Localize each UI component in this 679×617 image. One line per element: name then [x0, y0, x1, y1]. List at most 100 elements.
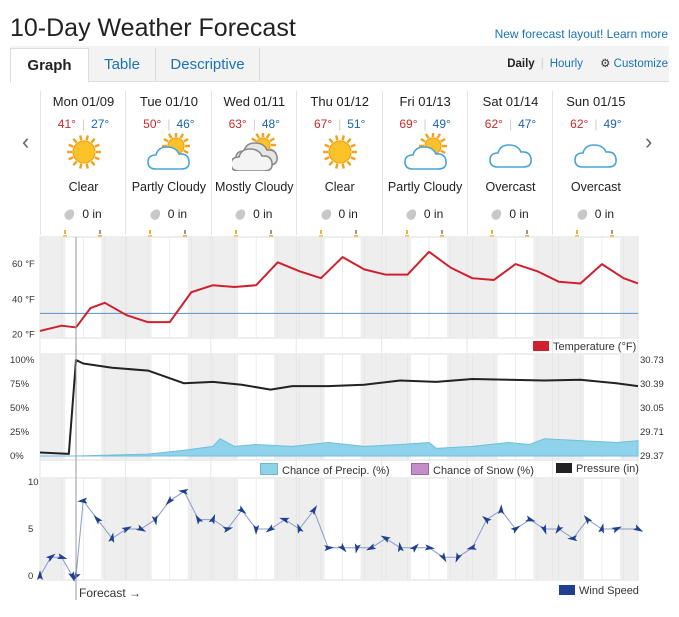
day-precip: 0 in [383, 207, 468, 222]
wind-direction-arrow [567, 535, 578, 542]
day-condition: Clear [68, 180, 99, 194]
daily-mode[interactable]: Daily [507, 58, 535, 70]
temp-tick-label: 20 °F [12, 329, 35, 340]
wind-direction-arrow [72, 571, 81, 582]
wind-direction-arrow [525, 515, 536, 522]
wind-direction-arrow [424, 544, 436, 551]
wind-direction-arrow [365, 543, 377, 551]
pressure-tick-label: 29.37 [640, 451, 664, 462]
wind-direction-arrow [482, 515, 492, 525]
day-column[interactable]: Thu 01/12 67° | 51° Clear 0 in [296, 91, 382, 238]
wind-direction-arrow [195, 514, 204, 525]
prev-arrow-icon[interactable]: ‹ [22, 129, 30, 154]
new-layout-link[interactable]: New forecast layout! Learn more [494, 27, 668, 41]
legend-pressure: Pressure (in) [556, 463, 639, 475]
high-temp: 62° [484, 117, 503, 131]
low-temp: 46° [176, 117, 195, 131]
day-precip: 0 in [126, 207, 211, 222]
wind-direction-arrow [633, 524, 644, 532]
wind-direction-arrow [380, 535, 391, 543]
wind-direction-arrow [297, 523, 304, 534]
hourly-mode[interactable]: Hourly [549, 58, 583, 70]
day-temps: 69° | 49° [399, 117, 451, 131]
low-temp: 47° [518, 117, 537, 131]
wind-direction-arrow [611, 526, 622, 534]
night-band [40, 354, 66, 460]
wind-direction-arrow [236, 505, 247, 514]
precip-area [40, 438, 639, 457]
temp-tick-label: 60 °F [12, 259, 35, 270]
tab-graph[interactable]: Graph [10, 48, 89, 83]
pressure-tick-label: 30.39 [640, 379, 664, 390]
low-temp: 49° [603, 117, 622, 131]
precip-tick-label: 75% [10, 379, 30, 390]
partly-cloudy-icon [147, 133, 191, 170]
legend-precip: Chance of Precip. (%) [260, 463, 390, 477]
precip-tick-label: 50% [10, 403, 30, 414]
high-temp: 62° [570, 117, 589, 131]
wind-direction-arrow [555, 524, 564, 534]
day-date: Sun 01/15 [566, 94, 626, 109]
precip-amount: 0 in [594, 207, 615, 221]
cloud-icon [489, 144, 532, 168]
day-temps: 67° | 51° [313, 117, 366, 131]
day-date: Wed 01/11 [223, 94, 286, 109]
wind-direction-arrow [598, 523, 604, 534]
day-temps: 62° | 47° [484, 117, 537, 131]
legend-wind: Wind Speed [559, 585, 639, 597]
day-temps: 41° | 27° [57, 117, 110, 131]
sun-icon [67, 135, 101, 169]
high-temp: 63° [228, 117, 247, 131]
day-column[interactable]: Sun 01/15 62° | 49° Overcast 0 in [552, 91, 638, 238]
day-condition: Partly Cloudy [131, 180, 207, 194]
high-temp: 69° [399, 117, 418, 131]
wind-direction-arrow [510, 525, 521, 534]
temp-tick-label: 40 °F [12, 294, 35, 305]
next-arrow-icon[interactable]: › [645, 129, 653, 154]
low-temp: 49° [432, 117, 451, 131]
forecast-marker-label: Forecast → [79, 586, 142, 600]
temperature-line [39, 250, 639, 332]
wind-direction-arrow [354, 543, 361, 554]
day-column[interactable]: Fri 01/13 69° | 49° Partly Cloudy 0 in [381, 91, 468, 238]
day-column[interactable]: Tue 01/10 50° | 46° Partly Cloudy 0 in [125, 91, 211, 238]
low-temp: 51° [347, 117, 366, 131]
precip-amount: 0 in [82, 207, 102, 221]
day-column[interactable]: Sat 01/14 62° | 47° Overcast 0 in [467, 91, 553, 238]
night-band [619, 354, 638, 460]
gear-icon[interactable]: ⚙ [600, 58, 611, 70]
customize-link[interactable]: Customize [613, 58, 668, 70]
day-temps: 50° | 46° [143, 117, 195, 131]
wind-direction-arrow [222, 527, 234, 533]
wind-direction-arrow [151, 515, 158, 526]
wind-tick-label: 10 [28, 477, 39, 488]
night-band [619, 237, 638, 338]
precip-amount: 0 in [253, 207, 273, 221]
pressure-tick-label: 30.05 [640, 403, 664, 414]
high-temp: 67° [313, 117, 333, 131]
day-date: Thu 01/12 [310, 94, 369, 109]
wind-direction-arrow [208, 514, 216, 525]
partly-cloudy-icon [231, 133, 278, 171]
partly-cloudy-icon [403, 133, 447, 170]
precip-amount: 0 in [509, 207, 529, 221]
tab-table[interactable]: Table [89, 48, 156, 81]
wind-direction-arrow [455, 552, 463, 563]
high-temp: 50° [143, 117, 162, 131]
precip-amount: 0 in [167, 207, 188, 221]
night-band [40, 478, 66, 580]
day-precip: 0 in [297, 207, 382, 222]
day-precip: 0 in [212, 207, 297, 222]
precip-tick-label: 100% [10, 355, 35, 366]
pressure-line [39, 359, 639, 455]
day-temps: 63° | 48° [228, 117, 281, 131]
day-column[interactable]: Wed 01/11 63° | 48° Mostly Cloudy 0 in [210, 91, 297, 238]
pressure-tick-label: 30.73 [640, 355, 664, 366]
wind-direction-arrow [397, 541, 404, 553]
wind-direction-arrow [540, 524, 547, 535]
day-column[interactable]: Mon 01/09 41° | 27° Clear 0 in [40, 91, 126, 238]
wind-direction-arrow [56, 553, 68, 559]
tab-descriptive[interactable]: Descriptive [156, 48, 260, 81]
wind-tick-label: 0 [28, 571, 33, 582]
